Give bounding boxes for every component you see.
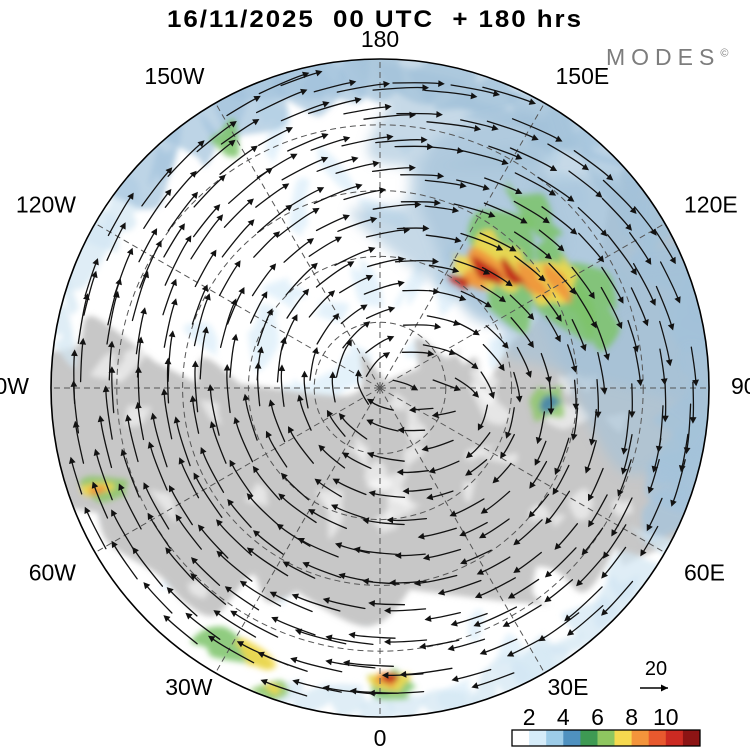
svg-text:120W: 120W [16, 192, 76, 218]
svg-text:150E: 150E [556, 63, 610, 89]
svg-text:60W: 60W [29, 559, 77, 585]
svg-text:150W: 150W [144, 63, 204, 89]
svg-text:0: 0 [374, 725, 387, 747]
svg-text:90W: 90W [0, 373, 29, 399]
svg-text:30W: 30W [165, 674, 213, 700]
svg-text:4: 4 [557, 704, 570, 730]
svg-text:60E: 60E [684, 559, 725, 585]
svg-text:2: 2 [523, 704, 536, 730]
svg-text:90E: 90E [731, 373, 750, 399]
svg-text:30E: 30E [548, 674, 589, 700]
svg-text:6: 6 [591, 704, 604, 730]
svg-text:20: 20 [645, 658, 667, 680]
svg-text:8: 8 [625, 704, 638, 730]
svg-text:120E: 120E [684, 192, 738, 218]
svg-text:10: 10 [653, 704, 679, 730]
